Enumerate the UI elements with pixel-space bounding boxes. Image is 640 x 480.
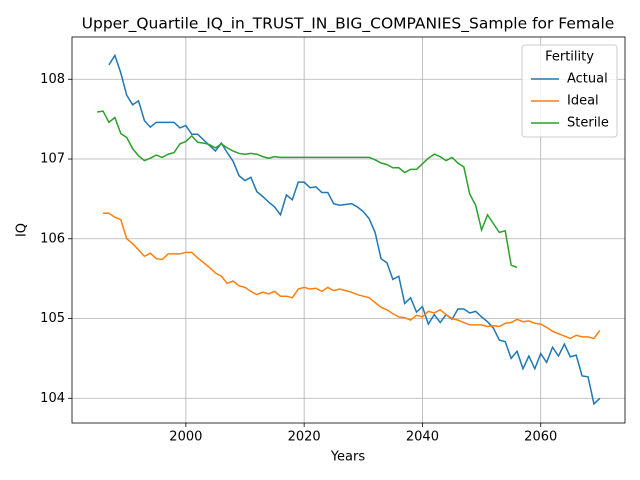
plot-frame (71, 36, 626, 424)
line (97, 110, 518, 269)
chart-title: Upper_Quartile_IQ_in_TRUST_IN_BIG_COMPAN… (82, 15, 615, 34)
y-tick-label: 108 (40, 72, 65, 87)
y-tick-label: 105 (40, 311, 65, 326)
x-tick-label: 2060 (524, 430, 557, 445)
y-axis-label: IQ (15, 223, 30, 237)
y-tick-label: 106 (40, 231, 65, 246)
line (103, 212, 601, 340)
legend-title: Fertility (545, 50, 594, 65)
y-tick-label: 107 (40, 152, 65, 167)
line (108, 53, 601, 406)
legend-box (521, 44, 618, 138)
x-axis-label: Years (330, 450, 366, 465)
legend-label: Ideal (567, 94, 599, 109)
y-tick-label: 104 (40, 391, 65, 406)
x-tick-label: 2020 (288, 430, 321, 445)
legend-label: Actual (567, 72, 608, 87)
x-tick-label: 2040 (406, 430, 439, 445)
x-tick-label: 2000 (169, 430, 202, 445)
legend-label: Sterile (567, 116, 609, 131)
